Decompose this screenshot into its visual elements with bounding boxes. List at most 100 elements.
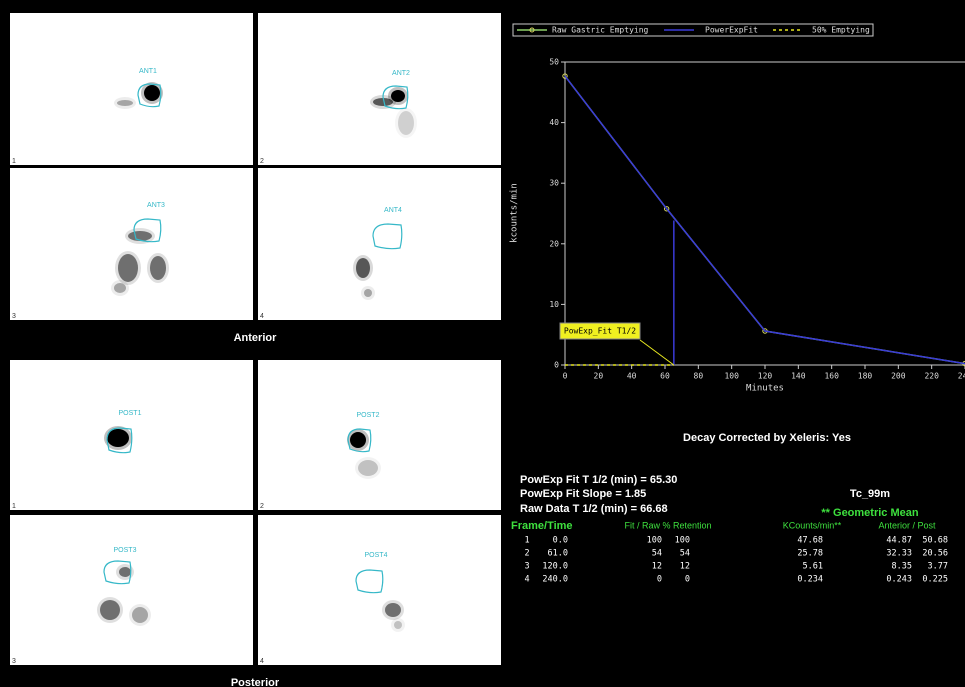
roi-label: POST1	[119, 410, 142, 417]
frame-number: 1	[12, 158, 16, 165]
table-cell: 1	[524, 536, 529, 546]
y-tick-label: 30	[549, 179, 559, 188]
image-frame: POST2 2	[258, 360, 501, 510]
roi-label: ANT4	[384, 207, 402, 214]
image-frame: ANT4 4	[258, 168, 501, 320]
anterior-label: Anterior	[234, 332, 278, 344]
roi-label: POST3	[114, 547, 137, 554]
x-tick-label: 120	[758, 372, 773, 381]
annotation: PowExp_Fit T1/2	[564, 327, 636, 336]
table-cell: 0.0	[553, 536, 568, 546]
table-cell: 5.61	[803, 562, 823, 572]
frame-background	[10, 515, 253, 665]
x-tick-label: 200	[891, 372, 906, 381]
activity-blob	[132, 607, 148, 623]
y-axis-label: kcounts/min	[510, 183, 520, 243]
x-tick-label: 240	[958, 372, 965, 381]
table-cell: 44.87	[886, 536, 912, 546]
x-tick-label: 100	[724, 372, 739, 381]
table-cell: 0	[657, 575, 662, 585]
roi-label: ANT2	[392, 70, 410, 77]
x-tick-label: 40	[627, 372, 637, 381]
frame-background	[258, 13, 501, 165]
table-cell: 100	[647, 536, 662, 546]
activity-blob	[117, 100, 133, 106]
frame-background	[258, 360, 501, 510]
geometric-mean: ** Geometric Mean	[821, 507, 918, 519]
x-tick-label: 160	[824, 372, 839, 381]
table-header: Frame/Time	[511, 520, 573, 532]
y-tick-label: 20	[549, 239, 559, 248]
activity-blob	[144, 85, 160, 101]
activity-blob	[364, 289, 372, 297]
activity-blob	[114, 283, 126, 293]
isotope: Tc_99m	[850, 488, 890, 500]
roi-label: ANT1	[139, 68, 157, 75]
table-cell: 3	[524, 562, 529, 572]
frame-background	[258, 168, 501, 320]
roi-label: POST2	[357, 412, 380, 419]
x-tick-label: 140	[791, 372, 806, 381]
x-tick-label: 180	[858, 372, 873, 381]
activity-blob	[118, 254, 138, 282]
image-frame: POST3 3	[10, 515, 253, 665]
roi-label: ANT3	[147, 202, 165, 209]
frame-number: 3	[12, 313, 16, 320]
activity-blob	[356, 258, 370, 278]
table-cell: 0	[685, 575, 690, 585]
frame-number: 2	[260, 503, 264, 510]
table-cell: 4	[524, 575, 529, 585]
table-cell: 25.78	[797, 549, 823, 559]
screen: Anterior Posterior Decay Corrected by Xe…	[0, 0, 965, 687]
table-header: Fit / Raw % Retention	[624, 520, 711, 530]
frame-number: 3	[12, 658, 16, 665]
table-cell: 240.0	[542, 575, 568, 585]
activity-blob	[398, 111, 414, 135]
table-cell: 54	[680, 549, 690, 559]
image-frame: ANT22	[258, 13, 501, 165]
frame-background	[10, 168, 253, 320]
table-cell: 0.243	[886, 575, 912, 585]
y-tick-label: 40	[549, 118, 559, 127]
frame-number: 4	[260, 658, 264, 665]
legend-label: 50% Emptying	[812, 26, 870, 35]
table-cell: 120.0	[542, 562, 568, 572]
activity-blob	[385, 603, 401, 617]
stat-line: PowExp Fit T 1/2 (min) = 65.30	[520, 474, 677, 486]
legend-label: PowerExpFit	[705, 26, 758, 35]
activity-blob	[100, 600, 120, 620]
image-frame: POST44	[258, 515, 501, 665]
table-cell: 0.234	[797, 575, 823, 585]
table-cell: 3.77	[928, 562, 948, 572]
x-tick-label: 0	[563, 372, 568, 381]
image-frame: ANT1 1	[10, 13, 253, 165]
y-tick-label: 0	[554, 361, 559, 370]
table-cell: 0.225	[922, 575, 948, 585]
table-cell: 47.68	[797, 536, 823, 546]
table-header: KCounts/min**	[783, 520, 842, 530]
activity-blob	[350, 432, 366, 448]
x-tick-label: 80	[694, 372, 704, 381]
table-cell: 12	[652, 562, 662, 572]
table-cell: 50.68	[922, 536, 948, 546]
activity-blob	[150, 256, 166, 280]
x-tick-label: 220	[924, 372, 939, 381]
stat-line: Raw Data T 1/2 (min) = 66.68	[520, 503, 668, 515]
table-header: Anterior / Post	[878, 520, 936, 530]
x-axis-label: Minutes	[746, 384, 784, 394]
decay-note: Decay Corrected by Xeleris: Yes	[683, 432, 851, 444]
table-cell: 2	[524, 549, 529, 559]
activity-blob	[394, 621, 402, 629]
table-cell: 32.33	[886, 549, 912, 559]
frame-background	[10, 13, 253, 165]
table-cell: 61.0	[548, 549, 568, 559]
activity-blob	[128, 231, 152, 241]
table-cell: 20.56	[922, 549, 948, 559]
table-cell: 54	[652, 549, 662, 559]
table-cell: 12	[680, 562, 690, 572]
y-tick-label: 50	[549, 58, 559, 67]
posterior-label: Posterior	[231, 677, 280, 687]
frame-number: 4	[260, 313, 264, 320]
activity-blob	[119, 567, 131, 577]
